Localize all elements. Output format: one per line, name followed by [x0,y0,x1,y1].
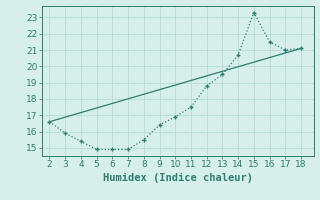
X-axis label: Humidex (Indice chaleur): Humidex (Indice chaleur) [103,173,252,183]
